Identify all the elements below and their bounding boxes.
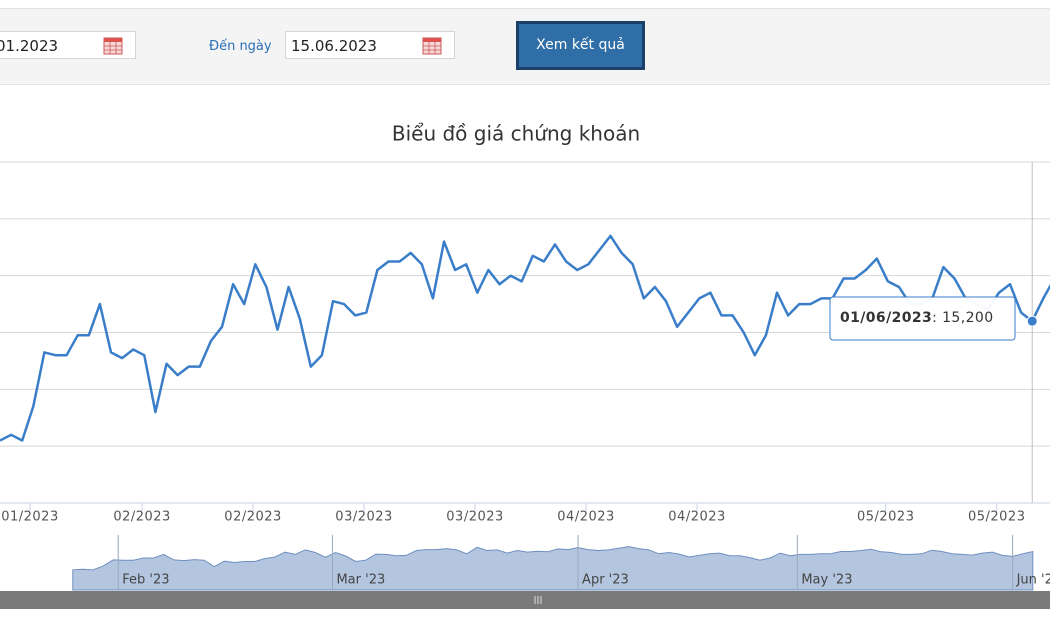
x-tick-label: 02/2023 xyxy=(113,510,171,525)
x-tick-label: 05/2023 xyxy=(968,510,1026,525)
x-tick-label: 04/2023 xyxy=(557,510,615,525)
navigator-tick-label: Mar '23 xyxy=(336,573,385,588)
scrollbar-grip[interactable] xyxy=(534,596,542,604)
filter-bar: 01.2023 Đến ngày 15.06.2023 Xem kết quả xyxy=(0,8,1050,85)
scrollbar[interactable] xyxy=(0,591,1050,609)
x-tick-label: 04/2023 xyxy=(668,510,726,525)
to-date-label: Đến ngày xyxy=(209,39,272,54)
hover-marker xyxy=(1026,315,1038,327)
from-date-input[interactable]: 01.2023 xyxy=(0,31,136,59)
x-tick-label: 02/2023 xyxy=(224,510,282,525)
chart-title: Biểu đồ giá chứng khoán xyxy=(392,122,640,146)
tooltip-part: 01/06/2023 xyxy=(840,310,932,326)
calendar-icon[interactable] xyxy=(422,37,442,55)
tooltip-part: : xyxy=(932,310,942,326)
to-date: 15.06.2023 xyxy=(291,37,377,55)
calendar-icon[interactable] xyxy=(103,37,123,55)
x-tick-label: 03/2023 xyxy=(446,510,504,525)
navigator-tick-label: Jun '23 xyxy=(1016,573,1050,588)
to-date-input[interactable]: 15.06.2023 xyxy=(285,31,455,59)
tooltip-part: 15,200 xyxy=(942,310,993,326)
navigator-tick-label: Feb '23 xyxy=(122,573,169,588)
tooltip xyxy=(829,296,1016,341)
navigator-tick-label: Apr '23 xyxy=(582,573,629,588)
navigator-tick-label: May '23 xyxy=(801,573,852,588)
navigator-area xyxy=(72,546,1034,591)
x-tick-label: 05/2023 xyxy=(857,510,915,525)
from-date: 01.2023 xyxy=(0,37,59,55)
x-tick-label: 03/2023 xyxy=(335,510,393,525)
price-line xyxy=(0,234,1050,442)
tooltip-text: 01/06/2023: 15,200 xyxy=(840,310,994,326)
x-tick-label: 01/2023 xyxy=(1,510,59,525)
submit-button[interactable]: Xem kết quả xyxy=(516,21,645,70)
